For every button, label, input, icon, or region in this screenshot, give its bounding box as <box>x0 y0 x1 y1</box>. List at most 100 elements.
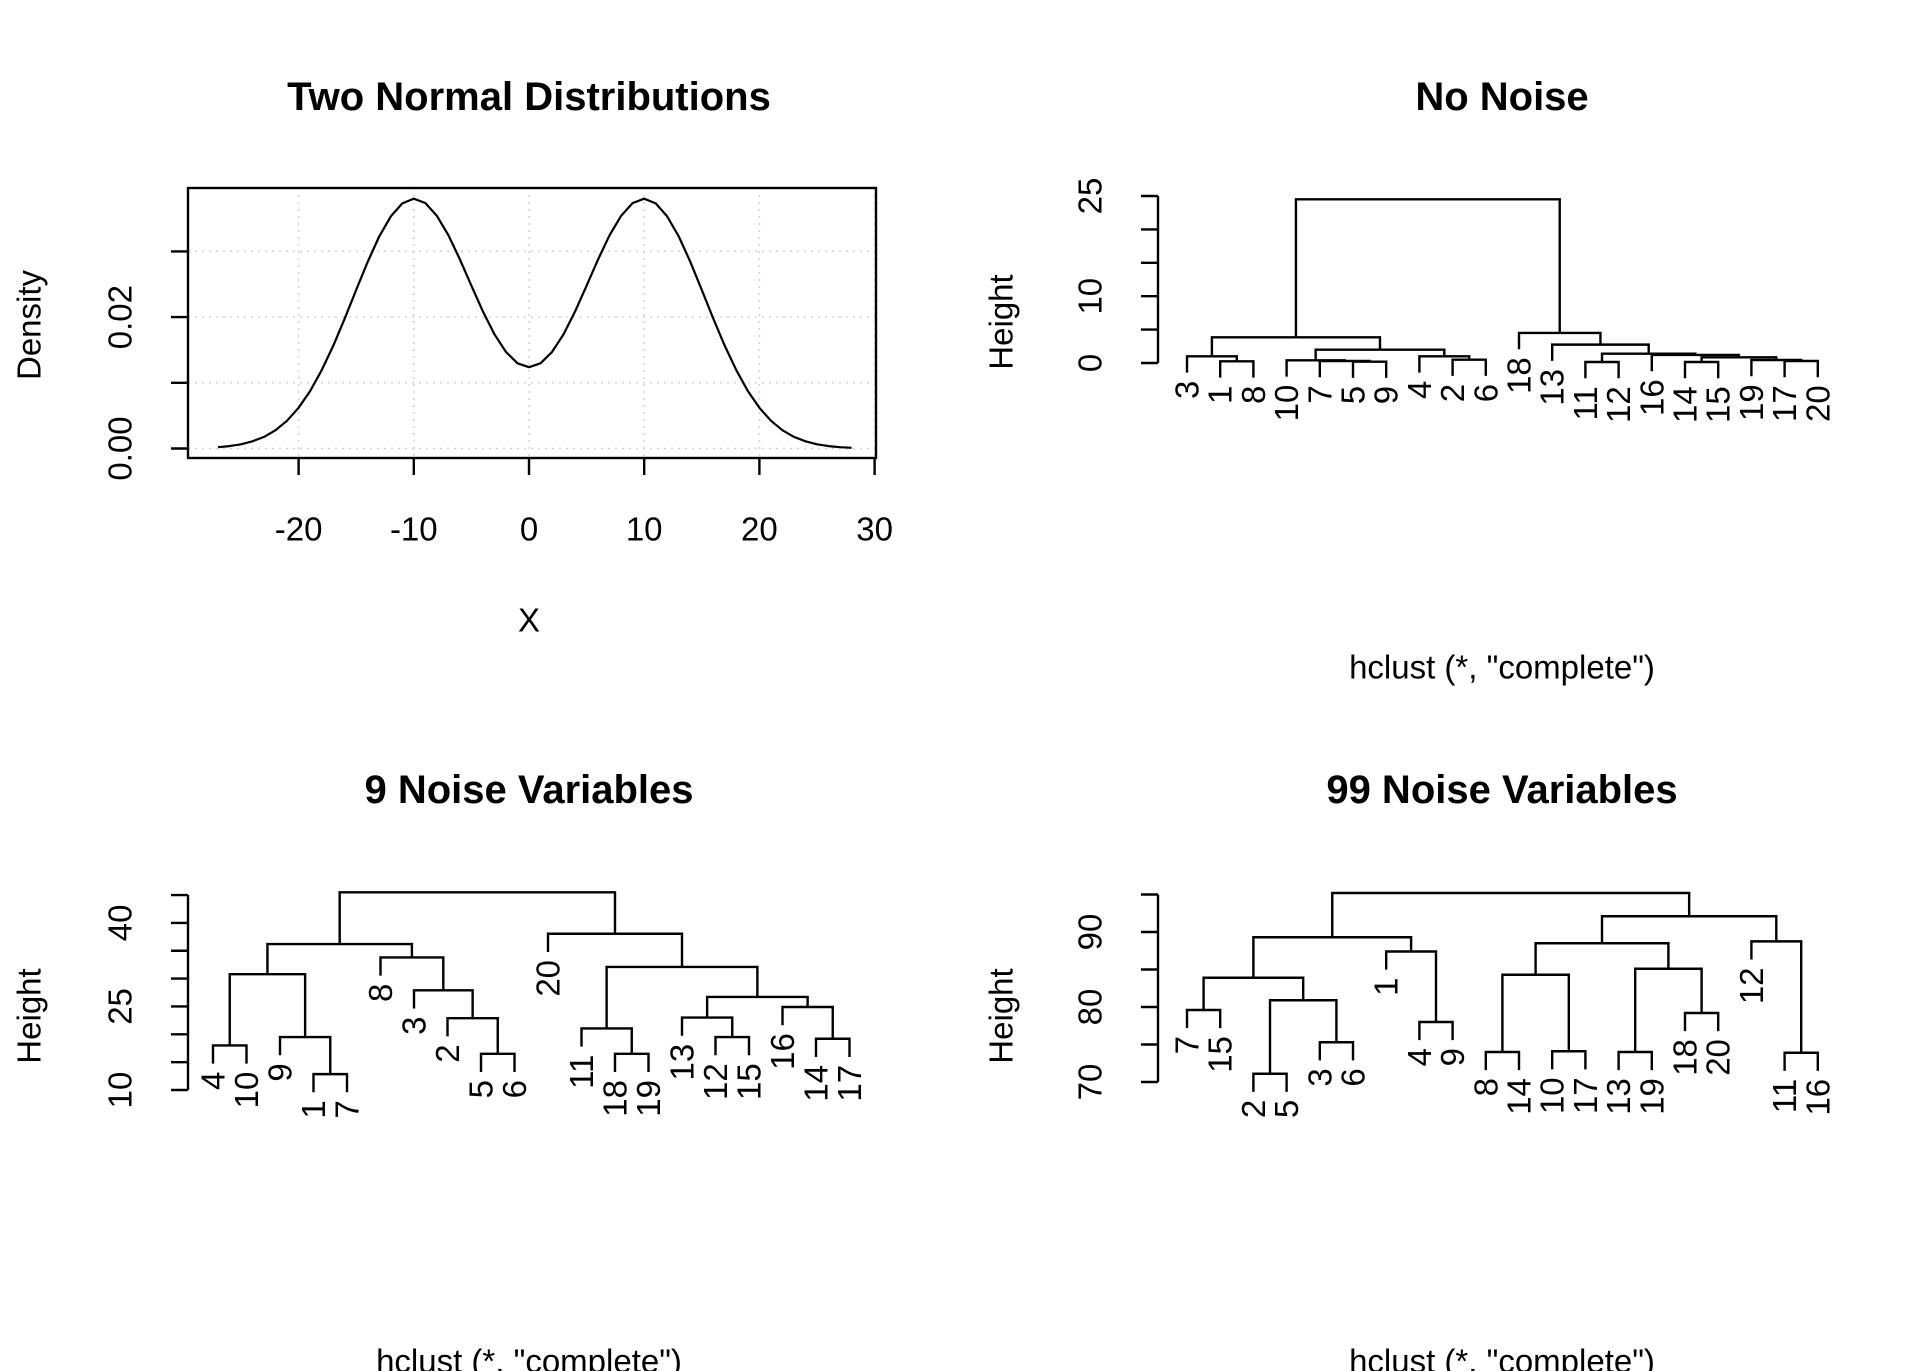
dendrogram-merge <box>1252 1072 1288 1092</box>
y-axis-label: Height <box>983 274 1020 369</box>
leaf-label: 17 <box>1766 385 1803 422</box>
dendrogram-merge <box>1501 973 1570 1052</box>
dendrogram-merge <box>1451 358 1487 376</box>
dendrogram-merge <box>1600 915 1778 944</box>
leaf-label: 4 <box>1401 1048 1438 1066</box>
dendrogram-merge <box>479 1052 516 1072</box>
dendrogram-merge <box>1351 360 1388 378</box>
leaf-label: 6 <box>1467 384 1504 402</box>
leaf-label: 19 <box>1633 1078 1670 1115</box>
leaf-label: 6 <box>1335 1068 1372 1086</box>
dendrogram-merge <box>1551 1050 1587 1070</box>
y-tick-label: 25 <box>102 988 139 1025</box>
leaf-label: 13 <box>1600 1078 1637 1115</box>
leaf-label: 8 <box>362 984 399 1002</box>
y-tick-label: 25 <box>1072 178 1109 215</box>
y-tick-label: 40 <box>102 905 139 942</box>
dendrogram-merge <box>1318 1041 1355 1061</box>
dendrogram-merge <box>1331 891 1691 938</box>
y-tick-label: 80 <box>1072 989 1109 1026</box>
leaf-label: 10 <box>1534 1077 1571 1114</box>
leaf-label: 18 <box>597 1080 634 1117</box>
leaf-label: 1 <box>295 1100 332 1118</box>
x-axis-label: hclust (*, "complete") <box>1349 649 1655 686</box>
leaf-label: 16 <box>764 1033 801 1070</box>
y-axis-label: Height <box>983 968 1020 1063</box>
x-tick-label: -10 <box>390 511 438 548</box>
leaf-label: 16 <box>1633 379 1670 416</box>
y-tick-label: 0.00 <box>102 416 139 480</box>
leaf-label: 14 <box>798 1065 835 1102</box>
dendrogram-merge <box>1185 355 1238 373</box>
dendrogram-merge <box>1683 1011 1720 1032</box>
dendrogram-merge <box>1219 360 1255 378</box>
y-tick-label: 90 <box>1072 914 1109 951</box>
x-tick-label: 20 <box>741 511 778 548</box>
dendrogram-merge <box>1314 348 1446 361</box>
dendrogram-merge <box>814 1037 851 1057</box>
leaf-label: 10 <box>228 1072 265 1109</box>
leaf-label: 1 <box>1368 978 1405 996</box>
leaf-label: 2 <box>429 1044 466 1062</box>
dendrogram-merge <box>1750 358 1803 377</box>
leaf-label: 9 <box>262 1063 299 1081</box>
leaf-label: 3 <box>1169 381 1206 399</box>
leaf-label: 7 <box>1301 385 1338 403</box>
leaf-label: 2 <box>1235 1100 1272 1118</box>
leaf-label: 15 <box>731 1063 768 1100</box>
x-axis-label: hclust (*, "complete") <box>1349 1343 1655 1371</box>
leaf-label: 12 <box>1733 967 1770 1004</box>
y-tick-label: 10 <box>102 1072 139 1109</box>
leaf-label: 7 <box>329 1100 366 1118</box>
leaf-label: 15 <box>1202 1036 1239 1073</box>
x-tick-label: 10 <box>626 511 663 548</box>
leaf-label: 11 <box>1567 386 1604 420</box>
chart-title: Two Normal Distributions <box>287 75 771 119</box>
y-tick-label: 10 <box>1072 278 1109 315</box>
dendrogram-merge <box>1418 1020 1454 1041</box>
dendrogram-merge <box>1783 359 1819 378</box>
leaf-label: 14 <box>1667 386 1704 423</box>
dendrogram-merge <box>1185 1008 1222 1029</box>
x-tick-label: 0 <box>520 511 538 548</box>
leaf-label: 7 <box>1169 1036 1206 1054</box>
leaf-label: 5 <box>1335 386 1372 404</box>
dendrogram-merge <box>1268 999 1338 1074</box>
leaf-label: 12 <box>1600 386 1637 423</box>
leaf-label: 18 <box>1501 357 1538 394</box>
y-tick-label: 70 <box>1072 1064 1109 1101</box>
leaf-label: 20 <box>530 960 567 997</box>
dendrogram-merge <box>1517 331 1602 350</box>
x-axis-label: hclust (*, "complete") <box>376 1343 682 1371</box>
leaf-label: 3 <box>396 1016 433 1034</box>
plot-box <box>186 186 878 460</box>
leaf-label: 12 <box>697 1063 734 1100</box>
dendrogram-merge <box>266 942 414 975</box>
leaf-label: 17 <box>1567 1077 1604 1114</box>
dendrogram-merge <box>1584 360 1620 379</box>
leaf-label: 14 <box>1501 1078 1538 1115</box>
panel-no-noise: No Noise hclust (*, "complete") Height 3… <box>983 75 1837 686</box>
dendrogram-merge <box>1285 359 1346 377</box>
leaf-label: 20 <box>1799 385 1836 422</box>
panel-density: Two Normal Distributions X Density -20 -1… <box>11 75 893 639</box>
chart-title: 9 Noise Variables <box>364 768 693 812</box>
leaf-label: 4 <box>1401 381 1438 399</box>
y-axis-label: Height <box>11 968 48 1063</box>
dendrogram-merge <box>546 932 684 967</box>
dendrogram-merge <box>781 1005 834 1039</box>
y-axis-label: Density <box>11 269 48 380</box>
dendrogram-merge <box>338 891 617 945</box>
dendrogram-merge <box>1210 336 1382 357</box>
leaf-label: 17 <box>831 1065 868 1102</box>
dendrogram-merge <box>613 1052 650 1072</box>
dendrogram-merge <box>1318 359 1371 378</box>
dendrogram-merge <box>1252 936 1413 978</box>
dendrogram-merge <box>412 989 474 1019</box>
dendrogram-merge <box>580 1027 633 1054</box>
dendrogram-merge <box>312 1072 349 1093</box>
dendrogram-merge <box>1617 1050 1653 1071</box>
dendrogram-merge <box>211 1044 248 1064</box>
leaf-label: 11 <box>563 1055 600 1089</box>
